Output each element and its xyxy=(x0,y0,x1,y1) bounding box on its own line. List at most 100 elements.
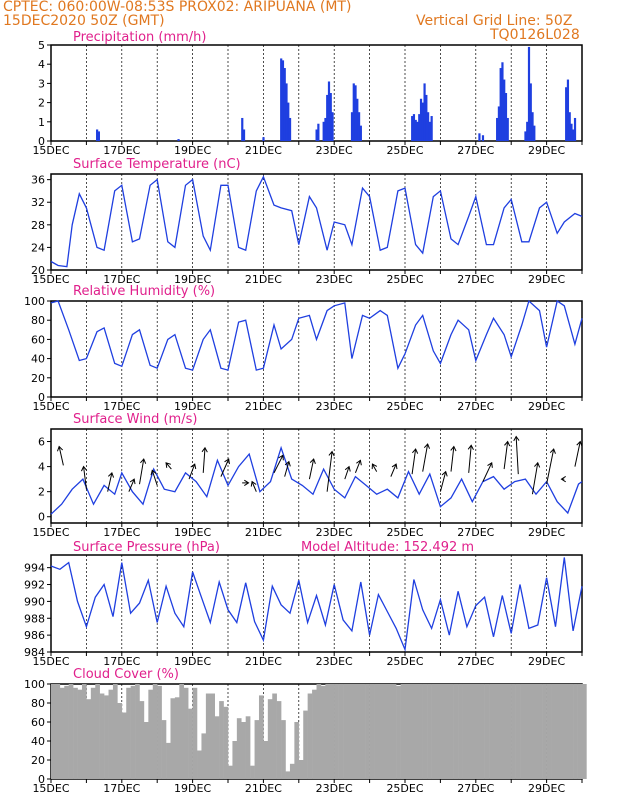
series-line xyxy=(50,299,583,371)
precip-bar xyxy=(428,121,431,141)
cloud-bar xyxy=(343,684,348,779)
y-tick-label: 36 xyxy=(31,174,45,187)
precip-bar xyxy=(357,112,361,141)
x-tick-label: 21DEC xyxy=(245,273,282,286)
cloud-bar xyxy=(462,684,468,779)
wind-arrow xyxy=(468,445,472,473)
cloud-bar xyxy=(68,684,74,779)
cloud-bar xyxy=(228,765,233,779)
cloud-bar xyxy=(489,684,494,779)
x-tick-label: 23DEC xyxy=(316,144,353,157)
y-tick-label: 80 xyxy=(31,697,45,710)
precip-bar xyxy=(356,98,359,141)
cloud-bar xyxy=(112,684,118,779)
precip-bar xyxy=(419,98,423,141)
precip-bar xyxy=(317,123,320,141)
model-altitude-label: Model Altitude: 152.492 m xyxy=(301,540,474,555)
precip-bar xyxy=(416,121,419,141)
x-tick-label: 29DEC xyxy=(528,526,565,539)
precip-bar xyxy=(281,60,285,141)
wind-arrow xyxy=(450,446,455,472)
header-grid-note: Vertical Grid Line: 50Z xyxy=(416,13,573,29)
x-tick-label: 27DEC xyxy=(457,273,494,286)
precip-bar xyxy=(497,106,501,141)
series-line xyxy=(50,445,583,515)
wind-arrow-head xyxy=(576,440,583,447)
x-tick-label: 23DEC xyxy=(316,273,353,286)
x-tick-label: 19DEC xyxy=(174,144,211,157)
x-tick-label: 17DEC xyxy=(103,144,140,157)
cloud-bar xyxy=(130,685,136,779)
cloud-bar xyxy=(568,684,574,779)
x-tick-label: 21DEC xyxy=(245,400,282,413)
y-tick-label: 20 xyxy=(31,372,45,385)
y-tick-label: 20 xyxy=(31,754,45,767)
precip-bar xyxy=(287,102,290,141)
cloud-bar xyxy=(188,708,193,779)
wind-arrow-head xyxy=(450,445,457,452)
plot-frame xyxy=(50,554,583,653)
cloud-bar xyxy=(117,703,123,779)
wind-arrow xyxy=(165,462,172,470)
cloud-bar xyxy=(427,684,432,779)
y-tick-label: 0 xyxy=(38,511,45,524)
x-tick-label: 21DEC xyxy=(245,655,282,668)
x-tick-label: 17DEC xyxy=(103,273,140,286)
precip-bar xyxy=(430,116,433,141)
x-tick-label: 23DEC xyxy=(316,526,353,539)
cloud-bar xyxy=(515,684,521,779)
cloud-bar xyxy=(254,720,260,779)
x-tick-label: 15DEC xyxy=(32,526,69,539)
y-tick-label: 0 xyxy=(38,391,45,404)
precip-bar xyxy=(568,112,571,141)
precip-bar xyxy=(533,125,536,141)
cloud-bar xyxy=(139,701,145,779)
wind-arrow-head xyxy=(150,469,157,476)
precip-bar xyxy=(327,81,331,141)
precip-bar xyxy=(427,112,430,141)
cloud-bar xyxy=(192,687,198,779)
x-tick-label: 25DEC xyxy=(386,655,423,668)
cloud-bar xyxy=(564,684,569,779)
cloud-bar xyxy=(351,684,357,779)
cloud-bar xyxy=(378,684,384,779)
x-tick-label: 25DEC xyxy=(386,782,423,795)
wind-arrow-head xyxy=(344,465,351,472)
cloud-bar xyxy=(444,684,450,779)
cloud-bar xyxy=(374,684,379,779)
wind-arrow-head xyxy=(56,445,64,452)
precip-bar xyxy=(531,112,534,141)
wind-arrow-head xyxy=(244,479,250,486)
precip-bar xyxy=(412,114,416,141)
x-tick-label: 29DEC xyxy=(528,400,565,413)
wind-arrow xyxy=(411,448,417,475)
wind-arrow-head xyxy=(423,443,431,449)
cloud-bar xyxy=(210,693,215,779)
x-tick-label: 21DEC xyxy=(245,526,282,539)
y-tick-label: 992 xyxy=(24,579,45,592)
cloud-bar xyxy=(577,684,583,779)
cloud-bar xyxy=(179,684,185,779)
precip-bar xyxy=(527,46,531,141)
y-tick-label: 0 xyxy=(38,773,45,786)
wind-arrow-head xyxy=(513,435,520,442)
cloud-bar xyxy=(174,697,180,779)
cloud-bar xyxy=(334,684,339,779)
y-tick-label: 994 xyxy=(24,562,45,575)
cloud-bar xyxy=(533,684,539,779)
cloud-bar xyxy=(466,684,472,779)
cloud-bar xyxy=(232,741,238,779)
y-tick-label: 20 xyxy=(31,264,45,277)
cloud-bar xyxy=(369,684,375,779)
wind-arrow-head xyxy=(328,450,335,457)
y-tick-label: 2 xyxy=(38,97,45,110)
cloud-bar xyxy=(546,684,552,779)
wind-arrow xyxy=(515,436,519,475)
wind-arrow-head xyxy=(549,448,556,454)
cloud-bar xyxy=(528,684,534,779)
cloud-bar xyxy=(245,716,251,779)
cloud-bar xyxy=(298,760,304,779)
wind-arrow xyxy=(83,466,87,490)
cloud-bar xyxy=(573,684,578,779)
